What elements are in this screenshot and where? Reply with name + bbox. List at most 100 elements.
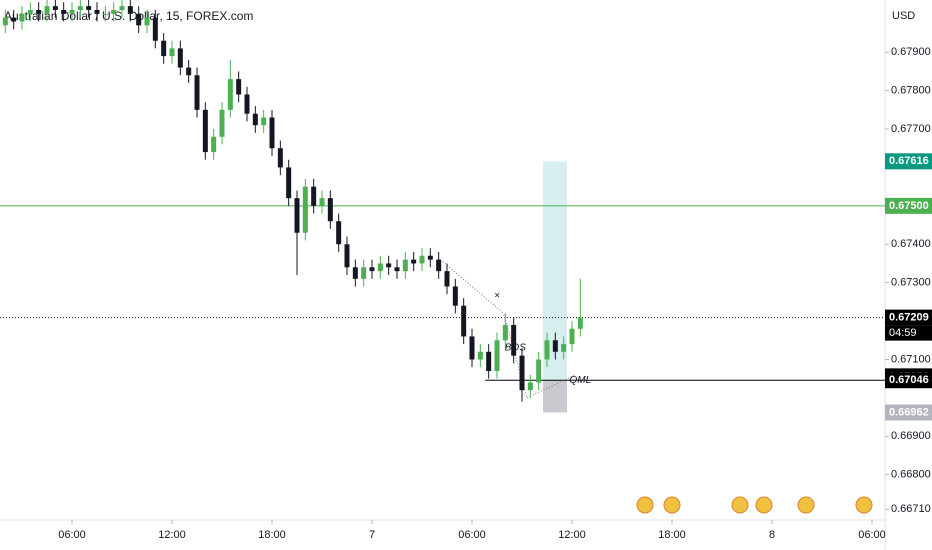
x-tick-label: 06:00 (458, 529, 486, 541)
x-tick-label: 18:00 (258, 529, 286, 541)
candle-body (261, 117, 267, 126)
candle-body (44, 6, 50, 14)
candle-body (302, 186, 308, 233)
candle-body (552, 340, 558, 352)
candle-body (402, 259, 408, 272)
candle-body (536, 359, 542, 383)
price-label: 0.67616 (889, 155, 929, 167)
annotation: QML (569, 375, 591, 386)
candle-body (102, 13, 108, 15)
candle-body (369, 267, 375, 272)
event-icon[interactable] (636, 496, 654, 514)
y-tick-label: 0.67400 (891, 238, 931, 250)
candle-body (327, 198, 333, 222)
candle-body (319, 198, 325, 206)
y-tick-label: 0.67800 (891, 85, 931, 97)
price-label: 0.66962 (889, 406, 929, 418)
candle-body (577, 317, 583, 329)
candle-body (311, 186, 317, 206)
candle-body (269, 117, 275, 149)
candle-body (377, 263, 383, 272)
candle-body (77, 6, 83, 10)
candle-body (111, 9, 117, 14)
price-label-box (885, 309, 932, 326)
candle-body (11, 17, 17, 22)
candle-body (386, 263, 392, 268)
position-loss-zone (543, 380, 567, 413)
candle-body (477, 351, 483, 360)
price-label-box (885, 404, 932, 421)
countdown-box (885, 325, 932, 341)
candle-body (486, 351, 492, 371)
candle-body (511, 324, 517, 356)
price-label-box (885, 197, 932, 214)
candle-body (419, 255, 425, 264)
candle-body (177, 48, 183, 68)
price-label: 0.67046 (889, 374, 929, 386)
candle-body (86, 6, 92, 10)
candle-body (569, 328, 575, 345)
candle-body (527, 382, 533, 391)
candle-body (461, 305, 467, 337)
y-tick-label: 0.67300 (891, 277, 931, 289)
candle-body (127, 6, 133, 14)
event-icon[interactable] (731, 496, 749, 514)
y-tick-label: 0.67900 (891, 46, 931, 58)
candle-body (27, 9, 33, 14)
event-icon[interactable] (855, 496, 873, 514)
candle-body (236, 79, 242, 95)
price-label: 0.67500 (889, 200, 929, 212)
candle-body (119, 6, 125, 10)
price-label-box (885, 372, 932, 389)
y-tick-label: 0.66900 (891, 430, 931, 442)
candle-body (352, 267, 358, 279)
event-icon[interactable] (797, 496, 815, 514)
x-tick-label: 8 (769, 529, 775, 541)
candle-body (36, 9, 42, 14)
candle-body (286, 167, 292, 199)
candle-body (136, 13, 142, 26)
candle-body (202, 109, 208, 153)
candle-body (19, 13, 25, 22)
x-tick-label: 7 (369, 529, 375, 541)
price-label: 0.67209 (889, 312, 929, 324)
y-tick-label: 0.66800 (891, 469, 931, 481)
candle-body (211, 136, 217, 153)
y-tick-label: 0.67100 (891, 353, 931, 365)
annotation: BOS (505, 343, 526, 354)
candle-body (444, 271, 450, 287)
candle-body (194, 75, 200, 110)
annotation: × (494, 290, 500, 301)
candle-body (252, 113, 258, 126)
currency-label: USD (892, 10, 915, 22)
price-label-box (885, 153, 932, 170)
candle-body (294, 198, 300, 233)
candle-body (427, 255, 433, 260)
candle-body (277, 148, 283, 168)
x-tick-label: 12:00 (158, 529, 186, 541)
candle-body (61, 9, 67, 14)
event-icon[interactable] (663, 496, 681, 514)
candle-body (186, 67, 192, 76)
candle-body (152, 17, 158, 41)
candle-body (244, 94, 250, 114)
event-icon[interactable] (755, 496, 773, 514)
candle-body (52, 6, 58, 10)
y-tick-label: 0.66710 (891, 503, 931, 515)
candle-body (336, 221, 342, 245)
x-tick-label: 12:00 (558, 529, 586, 541)
candle-body (519, 355, 525, 391)
economic-events[interactable] (636, 496, 873, 514)
candle-body (494, 340, 500, 371)
candle-body (69, 9, 75, 14)
candle-body (2, 17, 8, 26)
x-tick-label: 06:00 (58, 529, 86, 541)
candle-body (544, 340, 550, 360)
candle-body (227, 79, 233, 110)
x-tick-label: 06:00 (858, 529, 886, 541)
chart-title: Australian Dollar / U.S. Dollar, 15, FOR… (4, 9, 253, 23)
candle-body (394, 267, 400, 272)
candle-body (219, 109, 225, 137)
candle-body (436, 259, 442, 272)
